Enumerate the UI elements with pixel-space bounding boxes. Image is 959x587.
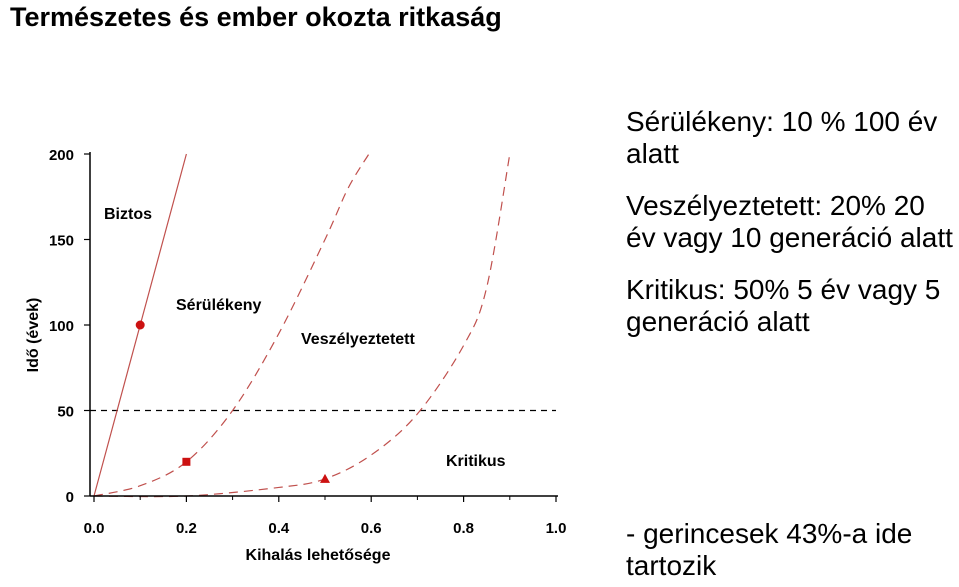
slide-title: Természetes és ember okozta ritkaság <box>10 2 502 32</box>
region-label-critical: Kritikus <box>446 453 506 470</box>
note-vulnerable: Sérülékeny: 10 % 100 év alatt <box>626 106 938 169</box>
marker-triangle <box>320 473 330 483</box>
y-tick-label: 100 <box>49 318 74 335</box>
region-label-endangered: Veszélyeztetett <box>301 331 416 348</box>
curve-endangered <box>93 153 511 498</box>
note-critical: Kritikus: 50% 5 év vagy 5 generáció alat… <box>626 274 941 337</box>
region-label-safe: Biztos <box>104 206 152 223</box>
note-endangered: Veszélyeztetett: 20% 20 év vagy 10 gener… <box>626 190 953 253</box>
region-label-vulnerable: Sérülékeny <box>176 297 261 314</box>
extinction-risk-chart: 0.0 0.2 0.4 0.6 0.8 1.0 0 50 100 150 200 Biztos Sé… <box>25 147 567 564</box>
y-axis-title: Idő (évek) <box>25 298 42 373</box>
x-tick-label: 0.2 <box>176 520 197 537</box>
curve-vulnerable <box>93 153 370 497</box>
x-tick-label: 0.0 <box>84 520 105 537</box>
x-tick-label: 1.0 <box>546 520 567 537</box>
y-tick-label: 0 <box>66 489 74 506</box>
x-tick-label: 0.6 <box>361 520 382 537</box>
x-axis-title: Kihalás lehetősége <box>246 547 391 564</box>
y-tick-label: 50 <box>57 404 74 421</box>
marker-square <box>182 457 191 466</box>
x-tick-label: 0.8 <box>453 520 474 537</box>
notes-panel: Sérülékeny: 10 % 100 év alatt Veszélyezt… <box>626 106 959 581</box>
y-tick-label: 200 <box>49 147 74 164</box>
note-vertebrates: - gerincesek 43%-a ide tartozik <box>626 518 913 581</box>
x-tick-label: 0.4 <box>268 520 290 537</box>
marker-circle <box>135 320 145 330</box>
y-tick-label: 150 <box>49 233 74 250</box>
